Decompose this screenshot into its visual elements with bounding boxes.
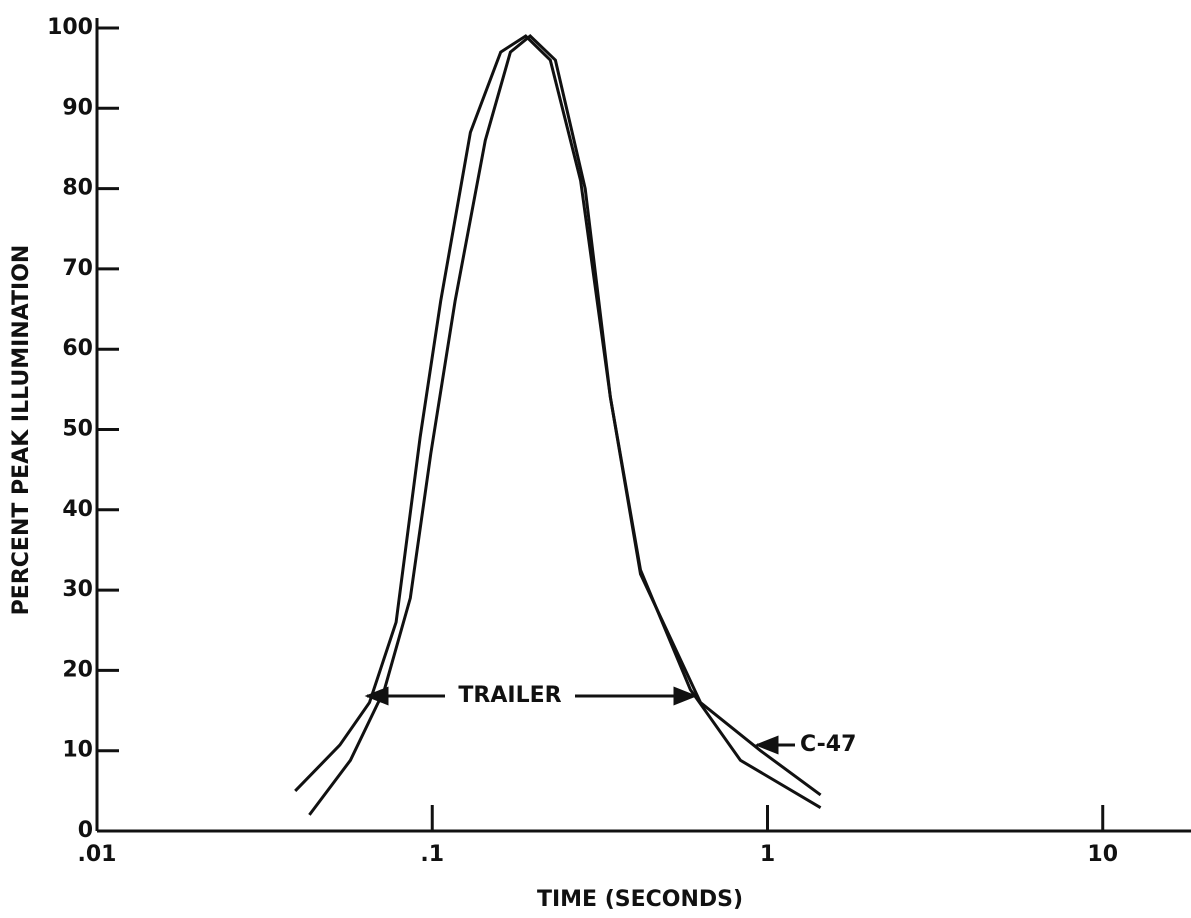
line-series bbox=[308, 34, 822, 816]
x-tick-label: 1 bbox=[760, 842, 775, 867]
y-tick-label: 20 bbox=[62, 657, 93, 682]
y-tick-label: 0 bbox=[78, 818, 93, 843]
y-tick-label: 10 bbox=[62, 738, 93, 763]
y-tick-label: 90 bbox=[62, 95, 93, 120]
y-tick-label: 40 bbox=[62, 497, 93, 522]
x-tick-label: 10 bbox=[1087, 842, 1118, 867]
x-tick-label: .1 bbox=[420, 842, 444, 867]
y-tick-label: 30 bbox=[62, 577, 93, 602]
y-tick-label: 60 bbox=[62, 336, 93, 361]
series-label: C-47 bbox=[800, 732, 856, 757]
y-tick-label: 70 bbox=[62, 256, 93, 281]
series-label: TRAILER bbox=[458, 683, 561, 708]
y-tick-label: 80 bbox=[62, 176, 93, 201]
x-tick-label: .01 bbox=[78, 842, 117, 867]
x-axis-label: TIME (SECONDS) bbox=[537, 887, 743, 912]
y-axis-label: PERCENT PEAK ILLUMINATION bbox=[9, 245, 34, 616]
y-tick-label: 50 bbox=[62, 417, 93, 442]
y-tick-label: 100 bbox=[47, 15, 93, 40]
